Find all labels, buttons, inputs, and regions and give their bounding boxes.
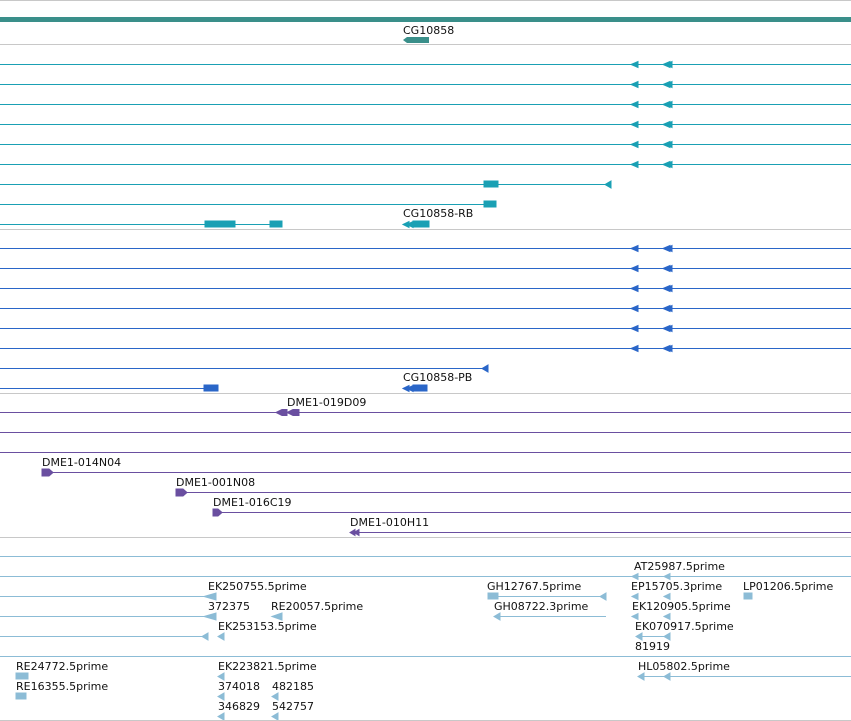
transcript-pb-label: CG10858-PB — [403, 371, 472, 384]
est-label: EK250755.5prime — [208, 580, 307, 593]
est-label: RE20057.5prime — [271, 600, 363, 613]
est-label: 482185 — [272, 680, 314, 693]
clone-track[interactable] — [0, 409, 851, 537]
est-label: GH08722.3prime — [494, 600, 589, 613]
est-label: 346829 — [218, 700, 260, 713]
est-label: LP01206.5prime — [743, 580, 834, 593]
clone-label: DME1-014N04 — [42, 456, 121, 469]
clone-label: DME1-010H11 — [350, 516, 429, 529]
clone-label: DME1-019D09 — [287, 396, 366, 409]
est-label: AT25987.5prime — [634, 560, 725, 573]
est-label: EK223821.5prime — [218, 660, 317, 673]
est-label: RE16355.5prime — [16, 680, 108, 693]
gene-bar[interactable] — [0, 17, 851, 22]
gene-feature[interactable] — [403, 37, 429, 43]
est-label: 372375 — [208, 600, 250, 613]
est-track[interactable] — [0, 556, 851, 721]
clone-label: DME1-016C19 — [213, 496, 292, 509]
est-label: EK120905.5prime — [632, 600, 731, 613]
est-label: 542757 — [272, 700, 314, 713]
est-label: 374018 — [218, 680, 260, 693]
est-label: EK253153.5prime — [218, 620, 317, 633]
clone-label: DME1-001N08 — [176, 476, 255, 489]
transcript-group-teal[interactable] — [0, 60, 851, 229]
transcript-rb-label: CG10858-RB — [403, 207, 473, 220]
est-label: GH12767.5prime — [487, 580, 582, 593]
est-label: EP15705.3prime — [631, 580, 722, 593]
est-label: RE24772.5prime — [16, 660, 108, 673]
gene-label: CG10858 — [403, 24, 454, 37]
est-label: 81919 — [635, 640, 670, 653]
est-label: EK070917.5prime — [635, 620, 734, 633]
est-label: HL05802.5prime — [638, 660, 730, 673]
transcript-group-blue[interactable] — [0, 244, 851, 393]
